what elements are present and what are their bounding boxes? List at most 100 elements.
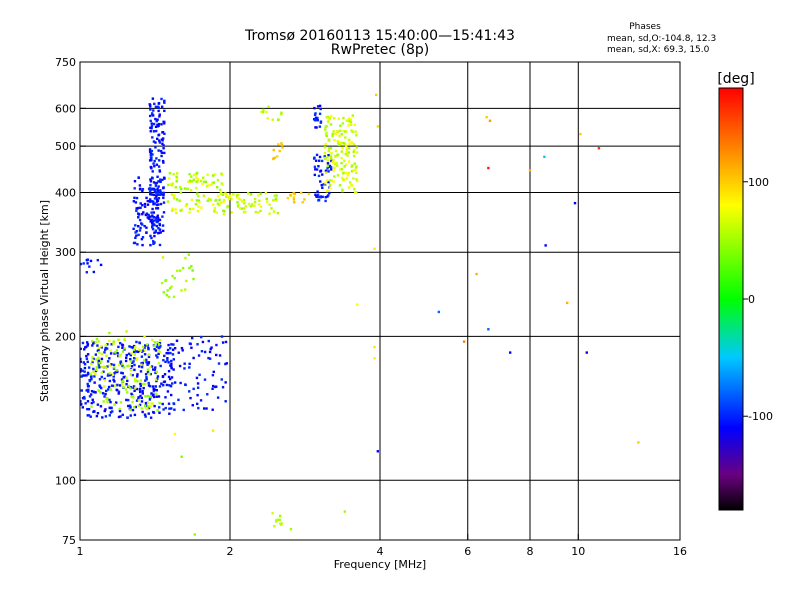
- x-mode-point: [178, 269, 182, 272]
- o-mode-point: [313, 106, 316, 110]
- x-mode-point: [238, 207, 242, 210]
- o-mode-point: [143, 202, 147, 206]
- x-mode-point: [179, 187, 183, 191]
- o-mode-point: [110, 373, 113, 377]
- y-tick-label: 600: [55, 102, 76, 115]
- x-mode-point: [137, 404, 140, 408]
- x-mode-point: [337, 141, 340, 145]
- x-mode-point: [92, 370, 95, 373]
- o-mode-point: [159, 180, 162, 184]
- o-mode-point: [89, 393, 93, 396]
- x-mode-point: [247, 202, 250, 206]
- o-mode-point: [157, 122, 161, 126]
- x-mode-point: [352, 169, 355, 172]
- o-mode-point: [157, 227, 160, 230]
- o-mode-point: [108, 374, 111, 377]
- o-mode-point: [100, 375, 103, 379]
- x-mode-point: [166, 289, 169, 292]
- o-mode-point: [151, 113, 154, 116]
- x-mode-point: [168, 172, 172, 175]
- x-mode-point: [243, 202, 246, 205]
- o-mode-point: [86, 371, 90, 375]
- o-mode-point: [177, 351, 180, 354]
- o-mode-point: [133, 413, 137, 417]
- x-mode-point: [186, 180, 190, 183]
- x-mode-point: [273, 524, 276, 528]
- o-mode-point: [170, 362, 173, 366]
- o-mode-point: [191, 404, 194, 407]
- o-mode-point: [151, 97, 155, 100]
- x-mode-point: [348, 181, 352, 184]
- x-mode-point: [175, 172, 179, 175]
- x-mode-point: [146, 394, 150, 398]
- x-mode-point: [144, 407, 148, 410]
- o-mode-point: [162, 120, 165, 123]
- o-mode-point: [125, 353, 128, 357]
- o-mode-point: [177, 398, 180, 402]
- x-mode-point: [265, 197, 268, 201]
- x-mode-point: [193, 533, 197, 536]
- o-mode-point: [138, 341, 141, 345]
- y-tick-label: 75: [62, 534, 76, 547]
- x-mode-point: [268, 203, 271, 206]
- x-mode-point: [112, 342, 115, 345]
- o-mode-point: [157, 149, 160, 152]
- o-mode-point: [148, 198, 152, 201]
- o-mode-point: [149, 188, 153, 191]
- o-mode-point: [155, 345, 159, 349]
- o-mode-point: [86, 373, 90, 376]
- o-mode-point: [100, 386, 103, 390]
- o-mode-point: [217, 362, 221, 365]
- x-mode-point: [113, 403, 116, 406]
- o-mode-point: [134, 236, 137, 240]
- x-mode-point: [123, 347, 126, 350]
- x-mode-point: [354, 130, 357, 133]
- x-mode-point: [339, 124, 342, 127]
- x-mode-point: [307, 192, 311, 196]
- o-mode-point: [108, 398, 111, 402]
- o-mode-point: [319, 169, 323, 172]
- x-mode-point: [172, 172, 175, 176]
- o-mode-point: [154, 385, 157, 388]
- o-mode-point: [314, 116, 318, 119]
- o-mode-point: [149, 184, 152, 187]
- o-mode-point: [117, 415, 121, 419]
- o-mode-point: [314, 119, 317, 122]
- o-mode-point: [106, 388, 110, 391]
- x-mode-point: [336, 130, 339, 133]
- o-mode-point: [103, 395, 106, 398]
- x-mode-point: [185, 203, 189, 206]
- o-mode-point: [127, 352, 131, 356]
- o-mode-point: [188, 390, 191, 393]
- x-mode-point: [171, 209, 174, 212]
- o-mode-point: [96, 344, 99, 347]
- x-mode-point: [125, 376, 128, 379]
- o-mode-point: [142, 386, 145, 390]
- x-mode-point: [144, 395, 147, 398]
- x-mode-point: [201, 182, 204, 186]
- x-mode-point: [127, 384, 131, 388]
- o-mode-point: [327, 170, 330, 173]
- x-mode-point: [330, 156, 333, 160]
- o-mode-point: [203, 378, 207, 381]
- o-mode-point: [167, 370, 171, 373]
- o-mode-point: [151, 214, 154, 217]
- o-mode-point: [109, 400, 112, 404]
- x-mode-point: [179, 209, 182, 212]
- o-mode-point: [173, 347, 177, 350]
- x-tick-label: 1: [77, 545, 84, 558]
- x-mode-point: [326, 115, 330, 119]
- o-mode-point: [319, 107, 322, 111]
- x-mode-point: [123, 337, 126, 341]
- o-mode-point: [157, 352, 160, 356]
- x-mode-point: [346, 154, 349, 157]
- x-mode-point: [195, 180, 198, 184]
- x-mode-point: [338, 184, 342, 187]
- x-mode-point: [103, 385, 106, 388]
- x-mode-point: [259, 209, 262, 213]
- x-mode-point: [280, 111, 283, 115]
- x-mode-point: [155, 392, 158, 395]
- o-mode-point: [158, 223, 161, 227]
- colorbar-ticks: 100 0 -100: [743, 176, 773, 423]
- x-mode-point: [215, 211, 218, 214]
